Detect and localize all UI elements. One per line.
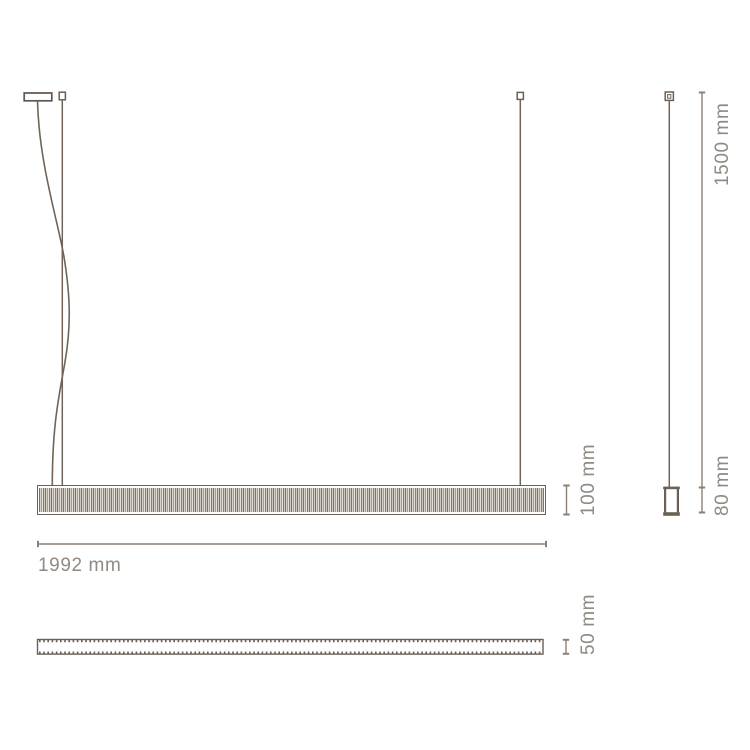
height-dimension-line bbox=[563, 484, 570, 516]
side-profile-top-cap bbox=[663, 486, 680, 490]
left-suspension-grip bbox=[58, 91, 67, 101]
ceiling-canopy bbox=[23, 92, 53, 102]
lamp-bar-ribs bbox=[39, 488, 544, 512]
bottom-view-outline bbox=[36, 638, 544, 655]
width-dimension-label: 1992 mm bbox=[38, 555, 122, 576]
suspension-dimension-label: 1500 mm bbox=[712, 102, 733, 186]
right-suspension-grip bbox=[516, 91, 525, 101]
side-profile-left-rail bbox=[664, 489, 667, 513]
side-suspension-grip bbox=[664, 91, 675, 102]
side-view-profile bbox=[663, 486, 680, 516]
side-profile-right-rail bbox=[676, 489, 679, 513]
depth-dimension-label: 50 mm bbox=[578, 593, 599, 655]
front-view-lamp-bar bbox=[37, 485, 546, 515]
suspension-dimension-line bbox=[698, 91, 706, 514]
width-dimension-line bbox=[37, 540, 547, 548]
side-profile-bottom-cap bbox=[663, 512, 680, 516]
side-suspension-grip-inner bbox=[667, 94, 672, 99]
height-dimension-label: 100 mm bbox=[578, 443, 599, 516]
depth-dimension-line bbox=[562, 638, 570, 655]
power-cable bbox=[36, 100, 71, 486]
side-height-dimension-label: 80 mm bbox=[712, 454, 733, 516]
